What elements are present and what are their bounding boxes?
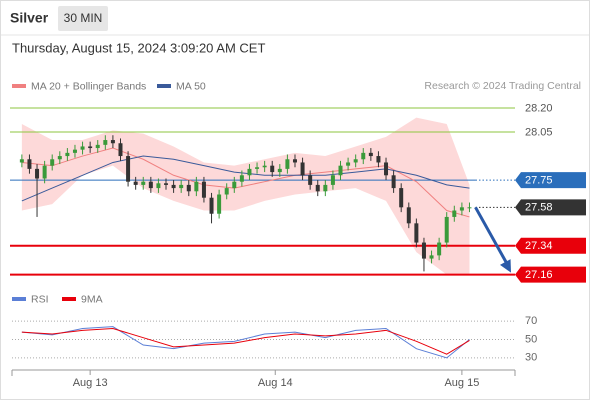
level-box [515, 237, 586, 254]
level-box [515, 266, 586, 283]
legend-label: RSI [31, 293, 49, 305]
candle-body [353, 159, 358, 163]
candle-body [110, 140, 115, 144]
candle-body [330, 175, 335, 185]
candle-body [323, 184, 328, 192]
timeframe-box[interactable] [58, 6, 108, 31]
legend-label: MA 20 + Bollinger Bands [31, 80, 146, 92]
candle-body [156, 183, 161, 189]
chart-title: Silver [10, 10, 49, 26]
rsi-line [21, 327, 470, 355]
candle-body [247, 168, 252, 176]
rsi-tick-label: 70 [525, 315, 537, 327]
candle-body [376, 156, 381, 163]
candle-body [95, 144, 100, 149]
level-label: 27.58 [525, 202, 553, 214]
x-tick-label: Aug 14 [258, 377, 293, 389]
candle-body [179, 184, 184, 189]
candle-body [361, 152, 366, 160]
candle-body [103, 140, 108, 145]
bollinger-band [21, 117, 470, 275]
candle-body [232, 181, 237, 189]
candle-body [414, 223, 419, 243]
rsi-tick-label: 50 [525, 333, 537, 345]
candle-body [262, 165, 267, 168]
candle-body [141, 181, 146, 185]
rsi-line [21, 326, 470, 359]
candle-body [437, 242, 442, 256]
candle-body [217, 194, 222, 214]
projection-arrowhead [499, 259, 511, 273]
candle-body [35, 168, 40, 179]
candle-body [315, 184, 320, 192]
candle-body [239, 175, 244, 182]
candle-body [270, 165, 275, 173]
candle-body [292, 159, 297, 163]
candle-body [57, 156, 62, 160]
candle-body [186, 184, 191, 192]
candle-body [346, 162, 351, 166]
candle-body [133, 181, 138, 185]
candle-body [285, 159, 290, 169]
candle-body [300, 162, 305, 176]
candle-body [224, 188, 229, 195]
candle-body [27, 159, 32, 169]
level-box [515, 199, 586, 216]
candle-body [467, 207, 472, 209]
candle-body [421, 242, 426, 259]
rsi-tick-label: 30 [525, 352, 537, 364]
x-tick-label: Aug 13 [73, 377, 108, 389]
candle-body [126, 156, 131, 182]
candle-body [429, 255, 434, 259]
candle-body [72, 149, 77, 153]
candle-body [308, 175, 313, 185]
timeframe[interactable]: 30 MIN [64, 11, 103, 25]
candle-body [452, 210, 457, 217]
candle-body [277, 168, 282, 173]
legend-label: MA 50 [176, 80, 206, 92]
candle-body [391, 175, 396, 189]
x-tick-label: Aug 15 [444, 377, 479, 389]
candle-body [201, 181, 206, 198]
candle-body [171, 184, 176, 189]
candle-body [148, 181, 153, 189]
candle-body [19, 159, 24, 163]
candle-body [88, 146, 93, 149]
candle-body [368, 152, 373, 157]
candle-body [194, 181, 199, 192]
legend-swatch [157, 84, 171, 88]
candle-body [118, 143, 123, 157]
legend-swatch [12, 297, 26, 301]
candle-body [42, 165, 47, 179]
candle-body [338, 165, 343, 176]
level-label: 27.16 [525, 269, 553, 281]
source: Research © 2024 Trading Central [424, 80, 581, 92]
candle-body [459, 207, 464, 211]
candle-body [50, 159, 55, 166]
candle-body [164, 183, 169, 185]
level-label: 28.20 [525, 102, 553, 114]
candle-body [209, 197, 214, 214]
candle-body [444, 216, 449, 243]
level-label: 27.34 [525, 240, 553, 252]
candle-body [65, 152, 70, 157]
subtitle: Thursday, August 15, 2024 3:09:20 AM CET [12, 40, 265, 55]
candle-body [80, 146, 85, 150]
level-box [515, 172, 586, 189]
candle-body [255, 167, 260, 169]
candle-body [384, 162, 389, 176]
candle-body [406, 207, 411, 224]
legend-swatch [12, 84, 26, 88]
candle-body [399, 188, 404, 208]
legend-swatch [62, 297, 76, 301]
level-label: 28.05 [525, 126, 553, 138]
projection-arrow [474, 206, 510, 267]
level-label: 27.75 [525, 174, 553, 186]
legend-label: 9MA [81, 293, 103, 305]
